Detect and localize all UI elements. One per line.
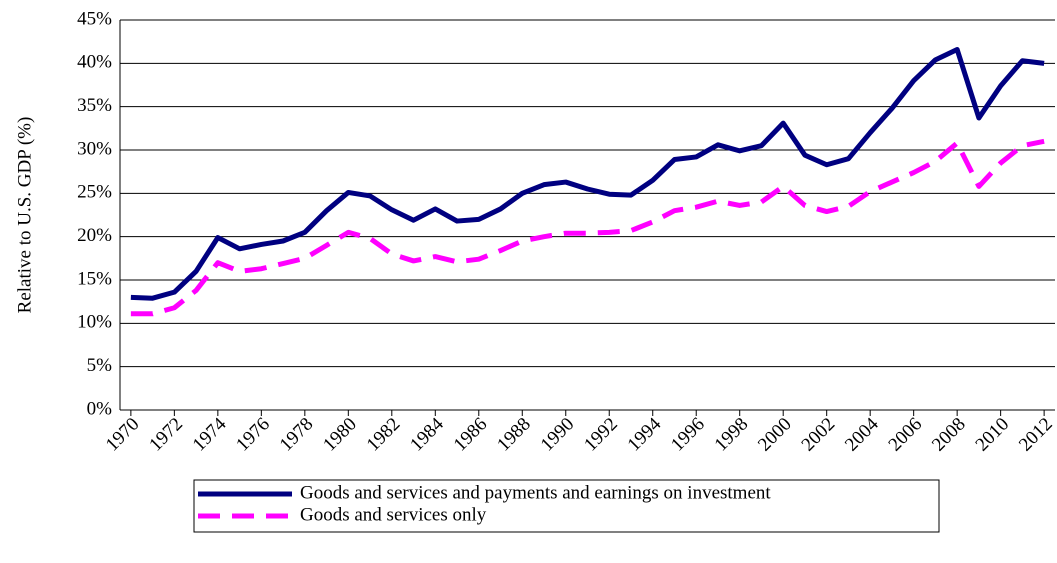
legend-label: Goods and services and payments and earn… <box>300 482 771 503</box>
x-tick-label: 1972 <box>145 414 187 456</box>
x-tick-label: 1994 <box>624 413 666 455</box>
x-tick-label: 2006 <box>885 414 927 456</box>
y-tick-label: 20% <box>77 225 112 246</box>
x-tick-label: 1970 <box>102 414 144 456</box>
x-tick-label: 1980 <box>319 414 361 456</box>
x-tick-label: 1978 <box>276 414 318 456</box>
x-tick-label: 2012 <box>1015 414 1057 456</box>
x-tick-label: 2004 <box>841 413 883 455</box>
y-tick-label: 25% <box>77 182 112 203</box>
x-tick-label: 1998 <box>711 414 753 456</box>
y-tick-label: 30% <box>77 138 112 159</box>
x-tick-label: 2008 <box>928 414 970 456</box>
y-tick-label: 15% <box>77 268 112 289</box>
x-tick-label: 1996 <box>667 414 709 456</box>
x-tick-label: 1986 <box>450 414 492 456</box>
x-tick-label: 1990 <box>537 414 579 456</box>
y-tick-label: 5% <box>87 355 113 376</box>
y-tick-label: 35% <box>77 95 112 116</box>
x-tick-label: 1974 <box>189 413 231 455</box>
series-line <box>130 46 1045 301</box>
y-tick-label: 45% <box>77 8 112 29</box>
x-tick-label: 1976 <box>232 414 274 456</box>
y-tick-label: 10% <box>77 312 112 333</box>
x-tick-label: 2010 <box>972 414 1014 456</box>
series-line <box>130 138 1045 317</box>
y-axis-label: Relative to U.S. GDP (%) <box>14 117 35 314</box>
x-tick-label: 1988 <box>493 414 535 456</box>
x-tick-label: 1984 <box>406 413 448 455</box>
y-tick-label: 40% <box>77 52 112 73</box>
legend-box <box>193 479 940 533</box>
x-tick-label: 2000 <box>754 414 796 456</box>
x-tick-label: 1982 <box>363 414 405 456</box>
legend-label: Goods and services only <box>300 504 487 525</box>
x-tick-label: 2002 <box>798 414 840 456</box>
x-tick-label: 1992 <box>580 414 622 456</box>
y-tick-label: 0% <box>87 398 113 419</box>
